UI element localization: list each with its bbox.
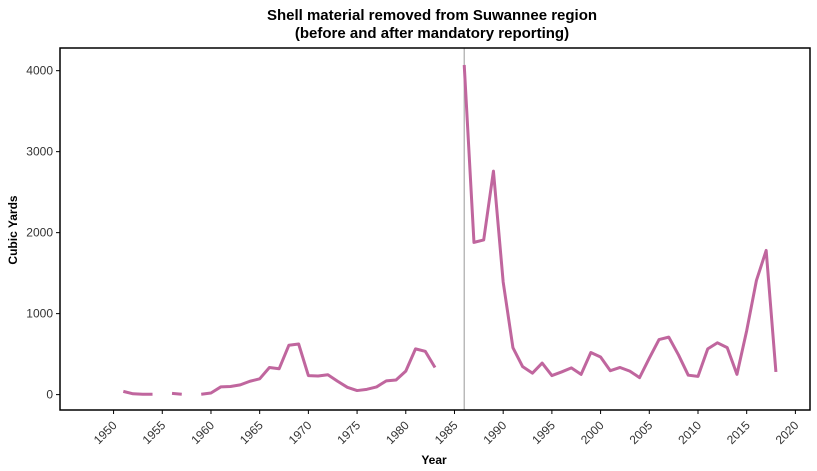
x-tick-label: 2020 [773,418,802,447]
y-axis-title: Cubic Yards [6,195,20,264]
x-axis-title: Year [421,453,447,467]
x-tick-label: 1980 [383,418,412,447]
y-tick-label: 0 [46,388,53,402]
x-tick-label: 1950 [91,418,120,447]
series-line [171,391,182,396]
chart-title: Shell material removed from Suwannee reg… [267,7,597,24]
y-tick-label: 4000 [26,64,53,78]
x-tick-label: 2015 [724,418,753,447]
series-line [201,342,437,396]
x-tick-label: 1960 [188,418,217,447]
x-tick-label: 2000 [578,418,607,447]
x-tick-label: 2010 [675,418,704,447]
chart-subtitle: (before and after mandatory reporting) [295,25,569,42]
x-tick-label: 1990 [481,418,510,447]
y-tick-label: 3000 [26,145,53,159]
series-line [122,389,153,396]
plot-area [122,48,778,410]
x-tick-label: 1970 [286,418,315,447]
plot-frame [59,47,811,411]
x-tick-label: 1965 [237,418,266,447]
x-tick-label: 1985 [432,418,461,447]
x-tick-label: 1995 [529,418,558,447]
x-tick-label: 2005 [627,418,656,447]
y-tick-label: 1000 [26,307,53,321]
y-tick-label: 2000 [26,226,53,240]
x-tick-label: 1955 [140,418,169,447]
series-line [462,64,778,380]
x-tick-label: 1975 [334,418,363,447]
